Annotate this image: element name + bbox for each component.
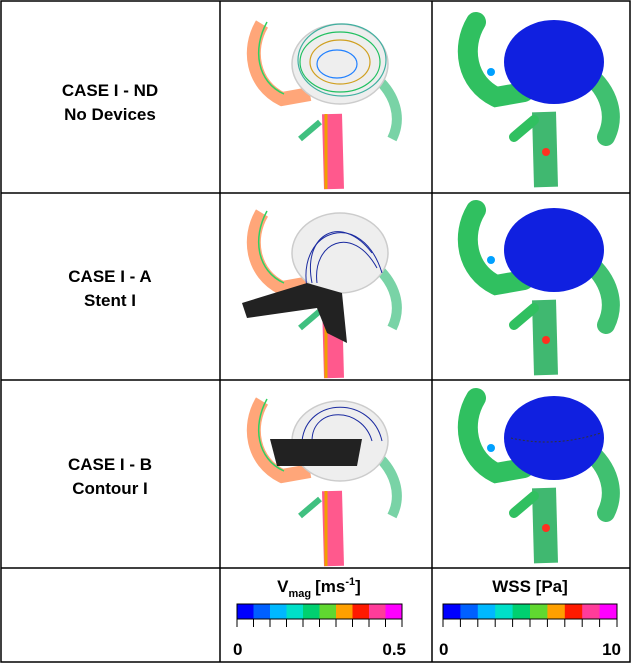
colorbar-segment — [287, 604, 304, 619]
colorbar-segment — [600, 604, 618, 619]
colorbar-segment — [565, 604, 583, 619]
colorbar-segment — [336, 604, 353, 619]
device-label: No Devices — [64, 105, 156, 124]
case-label: CASE I - A — [68, 267, 151, 286]
colorbar-segment — [237, 604, 254, 619]
colorbar-segment — [547, 604, 565, 619]
colorbar-segment — [353, 604, 370, 619]
colorbar-segment — [513, 604, 531, 619]
wss-image — [468, 20, 611, 187]
velocity-image — [242, 211, 397, 378]
unit: [ms — [315, 577, 345, 596]
colorbar-min-label: 0 — [439, 640, 448, 659]
colorbar-segment — [303, 604, 320, 619]
wss-image — [468, 396, 611, 563]
colorbar-segment — [530, 604, 548, 619]
velocity-image — [254, 399, 397, 566]
device-label: Stent I — [84, 291, 136, 310]
colorbar-segment — [386, 604, 403, 619]
colorbar-segment — [478, 604, 496, 619]
unit-close: ] — [355, 577, 361, 596]
wss-image — [468, 208, 611, 375]
colorbar-segment — [369, 604, 386, 619]
velocity-image — [254, 22, 397, 189]
colorbar-segment — [582, 604, 600, 619]
colorbar-min-label: 0 — [233, 640, 242, 659]
legend-title: WSS [Pa] — [492, 577, 568, 596]
case-label: CASE I - B — [68, 455, 152, 474]
case-label: CASE I - ND — [62, 81, 158, 100]
colorbar-segment — [443, 604, 461, 619]
device-label: Contour I — [72, 479, 148, 498]
colorbar-segment — [270, 604, 287, 619]
colorbar-segment — [495, 604, 513, 619]
legend-title: Vmag[ms-1] — [277, 576, 361, 600]
colorbar-max-label: 10 — [602, 640, 621, 659]
colorbar-segment — [320, 604, 337, 619]
colorbar-segment — [460, 604, 478, 619]
colorbar-max-label: 0.5 — [382, 640, 406, 659]
subscript: mag — [289, 588, 312, 600]
symbol: V — [277, 577, 289, 596]
figure: CASE I - ND No Devices CASE I - A Stent I CA… — [0, 0, 631, 663]
superscript: -1 — [345, 576, 355, 588]
colorbar-segment — [254, 604, 271, 619]
